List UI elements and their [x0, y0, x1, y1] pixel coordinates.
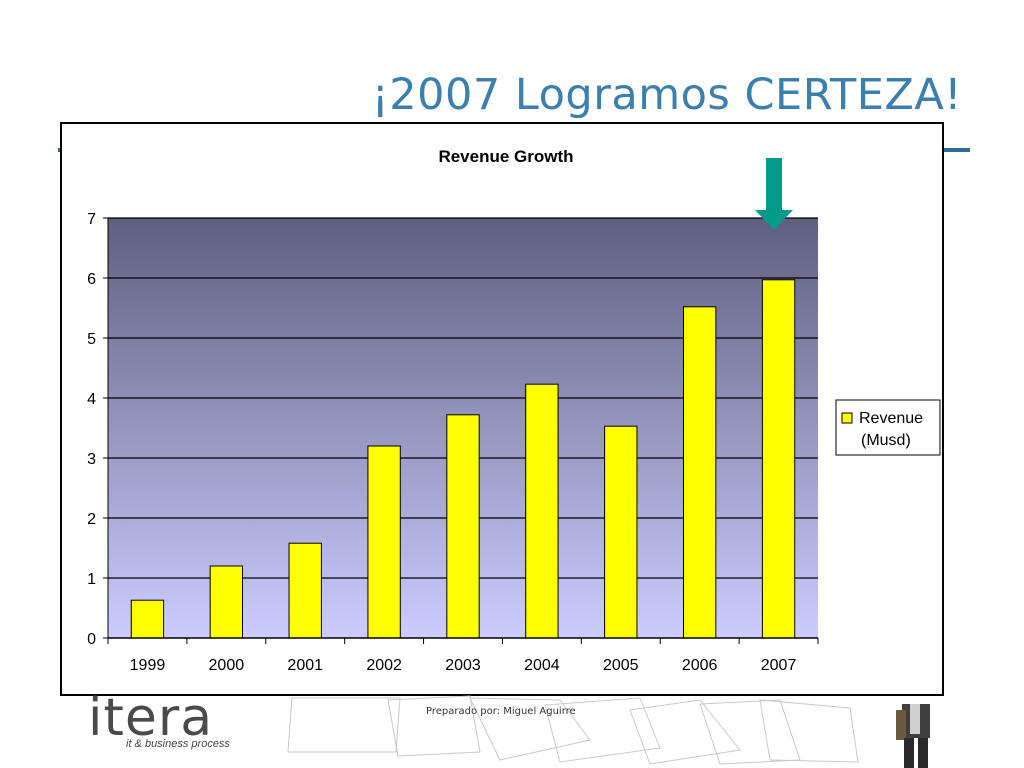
x-tick-label: 2001 [287, 657, 323, 674]
bar-2007 [761, 279, 796, 639]
x-axis: 1999 2000 2001 2002 2003 2004 2005 2006 2007 [107, 637, 819, 674]
bar-1999 [130, 599, 165, 639]
x-tick-label: 2006 [682, 657, 718, 674]
y-tick-label: 1 [87, 571, 96, 588]
x-tick-label: 2000 [209, 657, 245, 674]
y-tick-label: 0 [87, 631, 96, 648]
logo-wordmark: itera [88, 688, 214, 748]
legend-box [835, 399, 941, 456]
x-tick-label: 2002 [366, 657, 402, 674]
footer-prepared-by: Preparado por: Miguel Aguirre [426, 706, 576, 717]
y-tick-label: 5 [87, 331, 96, 348]
x-tick-label: 2004 [524, 657, 560, 674]
chart-title: Revenue Growth [438, 147, 573, 166]
logo-tagline: it & business process [126, 738, 230, 750]
bars [130, 279, 796, 639]
x-tick-label: 2005 [603, 657, 639, 674]
slide-title: ¡2007 Logramos CERTEZA! [371, 70, 962, 120]
x-tick-label: 2003 [445, 657, 481, 674]
y-tick-label: 6 [87, 271, 96, 288]
legend-label-line2: (Musd) [861, 432, 911, 449]
x-tick-label: 1999 [130, 657, 166, 674]
revenue-chart: Revenue Growth 0 1 2 3 4 5 6 7 1999 2000 2001 2002… [87, 147, 941, 674]
legend: Revenue (Musd) [835, 399, 941, 456]
businessman-figure-icon [896, 704, 930, 768]
bar-2001 [288, 542, 322, 639]
x-tick-label: 2007 [761, 657, 797, 674]
chart-frame: Revenue Growth 0 1 2 3 4 5 6 7 1999 2000 2001 2002… [60, 122, 944, 696]
y-tick-label: 7 [87, 211, 96, 228]
bar-2005 [604, 425, 638, 639]
legend-label-line1: Revenue [859, 410, 923, 427]
y-tick-label: 3 [87, 451, 96, 468]
bar-2000 [209, 565, 244, 639]
itera-logo: itera it & business process [88, 690, 248, 760]
bar-2006 [682, 306, 717, 639]
legend-swatch [841, 412, 853, 424]
y-tick-label: 2 [87, 511, 96, 528]
y-tick-label: 4 [87, 391, 96, 408]
y-axis: 0 1 2 3 4 5 6 7 [87, 211, 109, 648]
arrow-down-icon [755, 158, 793, 230]
